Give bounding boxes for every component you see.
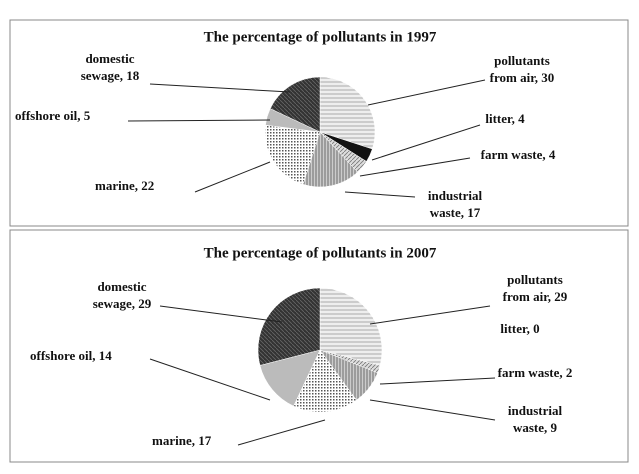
slice-label: litter, 0 (500, 321, 539, 336)
label-line: from air, 29 (503, 289, 568, 304)
leader-line (149, 83, 291, 93)
pie-slice (269, 76, 321, 133)
pie-slice (319, 287, 383, 366)
label-line: industrial (508, 403, 563, 418)
label-line: sewage, 18 (81, 68, 140, 83)
pie-slice (302, 131, 359, 188)
label-line: pollutants (494, 53, 550, 68)
chart-title: The percentage of pollutants in 1997 (204, 29, 437, 45)
leader-line (237, 419, 326, 446)
slice-label: litter, 4 (485, 111, 525, 126)
slice-label: offshore oil, 5 (15, 108, 91, 123)
label-line: waste, 17 (430, 205, 481, 220)
slice-label: domestic sewage, 18 (81, 51, 140, 83)
slice-label: industrial waste, 9 (508, 403, 563, 435)
leader-line (159, 305, 283, 323)
label-line: sewage, 29 (93, 296, 152, 311)
pie-slice (257, 287, 321, 366)
pie-slice (259, 349, 321, 407)
leader-line (371, 124, 481, 161)
label-line: domestic (85, 51, 134, 66)
label-line: from air, 30 (490, 70, 555, 85)
leader-line (369, 305, 491, 325)
leader-line (359, 157, 471, 177)
label-line: waste, 9 (513, 420, 558, 435)
slice-label: domestic sewage, 29 (93, 279, 152, 311)
slice-label: pollutants from air, 30 (490, 53, 555, 85)
label-line: industrial (428, 188, 483, 203)
slice-label: industrial waste, 17 (428, 188, 483, 220)
leader-line (149, 358, 271, 401)
leader-line (194, 161, 271, 193)
slice-label: marine, 17 (152, 433, 212, 448)
leader-line (344, 191, 416, 198)
slice-label: farm waste, 4 (481, 147, 556, 162)
label-line: domestic (97, 279, 146, 294)
slice-label: pollutants from air, 29 (503, 272, 568, 304)
pie-slice (293, 349, 357, 413)
leader-line (379, 377, 496, 385)
leader-line (127, 119, 271, 122)
panel (9, 229, 629, 463)
leader-line (369, 399, 496, 421)
slice-label: offshore oil, 14 (30, 348, 112, 363)
pie-slice (264, 124, 321, 185)
chart-title: The percentage of pollutants in 2007 (204, 245, 437, 261)
panel (9, 19, 629, 227)
leader-line (367, 79, 486, 106)
slice-label: marine, 22 (95, 178, 154, 193)
pie-slice (319, 76, 376, 150)
slice-label: farm waste, 2 (498, 365, 573, 380)
label-line: pollutants (507, 272, 563, 287)
